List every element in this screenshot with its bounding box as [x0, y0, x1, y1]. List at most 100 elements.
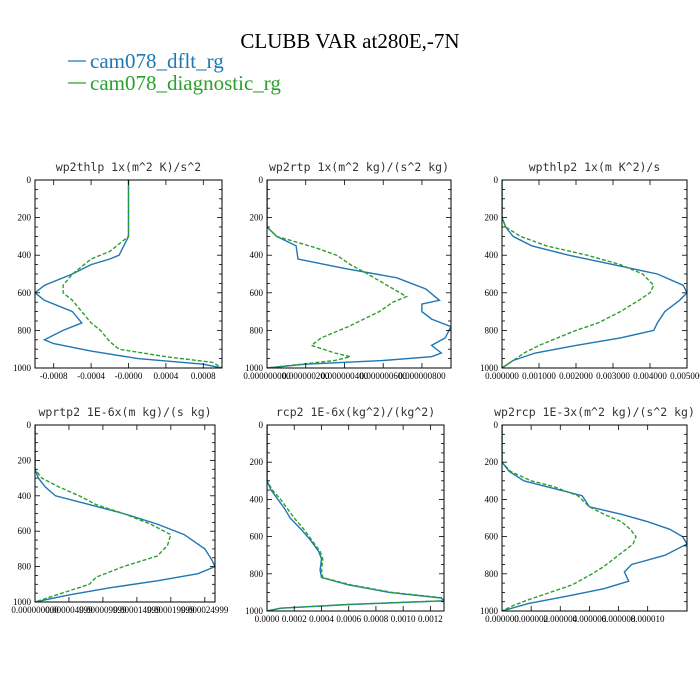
x-tick-label: 0.000009999	[79, 605, 127, 615]
y-tick-label: 1000	[245, 606, 264, 616]
y-tick-label: 200	[485, 457, 499, 467]
series-line-dflt	[502, 180, 687, 368]
y-tick-label: 0	[259, 175, 264, 185]
y-tick-label: 400	[485, 250, 499, 260]
y-tick-label: 400	[250, 494, 264, 504]
series-line-dflt	[267, 180, 451, 368]
x-tick-label: 0.000000600	[360, 371, 408, 381]
y-tick-label: 1000	[480, 363, 499, 373]
legend-label-diagnostic: cam078_diagnostic_rg	[90, 71, 281, 95]
series-line-diagnostic	[35, 425, 172, 602]
x-tick-label: 0.0004	[309, 614, 334, 624]
y-tick-label: 600	[250, 532, 264, 542]
x-tick-label: 0.005000	[670, 371, 700, 381]
y-tick-label: 0	[494, 175, 499, 185]
x-tick-label: 0.000000800	[398, 371, 446, 381]
x-tick-label: 0.000019999	[147, 605, 195, 615]
x-tick-label: -0.0008	[40, 371, 68, 381]
x-tick-label: 0.000002	[514, 614, 548, 624]
panel-title: wp2rtp 1x(m^2 kg)/(s^2 kg)	[269, 160, 449, 174]
plot-frame	[501, 424, 688, 612]
x-tick-label: 0.0010	[391, 614, 416, 624]
x-tick-label: 0.000010	[631, 614, 665, 624]
y-tick-label: 800	[250, 325, 264, 335]
series-line-dflt	[502, 425, 687, 611]
x-tick-label: 0.0012	[418, 614, 443, 624]
plot-frame	[266, 179, 452, 369]
panel-4: wprtp2 1E-6x(m kg)/(s kg) 0 200 400 600 800 10…	[11, 405, 229, 615]
legend-label-dflt: cam078_dflt_rg	[90, 49, 224, 73]
figure-title: CLUBB VAR at280E,-7N	[240, 29, 459, 53]
y-tick-label: 200	[18, 455, 32, 465]
series-line-diagnostic	[267, 425, 444, 611]
panel-1: wp2thlp 1x(m^2 K)/s^2 0 200 400 600 800 1000 -0…	[13, 160, 223, 381]
x-tick-label: 0.000000000	[11, 605, 59, 615]
panel-2: wp2rtp 1x(m^2 kg)/(s^2 kg) 0 200 400 600 800 1…	[243, 160, 452, 381]
y-tick-label: 200	[250, 213, 264, 223]
x-tick-label: 0.000000400	[321, 371, 369, 381]
y-tick-label: 800	[18, 562, 32, 572]
x-tick-label: 0.000000000	[243, 371, 291, 381]
y-tick-label: 1000	[13, 597, 32, 607]
y-tick-label: 400	[18, 250, 32, 260]
y-tick-label: 200	[250, 457, 264, 467]
legend: cam078_dflt_rg cam078_diagnostic_rg	[68, 49, 281, 95]
y-tick-label: 0	[259, 420, 264, 430]
series-line-dflt	[267, 425, 444, 611]
x-tick-label: 0.0004	[154, 371, 179, 381]
y-tick-label: 1000	[245, 363, 264, 373]
series-line-diagnostic	[267, 180, 409, 368]
y-tick-label: 800	[18, 325, 32, 335]
panel-title: rcp2 1E-6x(kg^2)/(kg^2)	[276, 405, 435, 419]
x-tick-label: -0.0004	[77, 371, 105, 381]
series-line-diagnostic	[502, 425, 637, 611]
panel-title: wp2rcp 1E-3x(m^2 kg)/(s^2 kg)	[494, 405, 695, 419]
y-tick-label: 400	[250, 250, 264, 260]
y-tick-label: 800	[485, 569, 499, 579]
y-tick-label: 600	[485, 288, 499, 298]
panel-grid: wp2thlp 1x(m^2 K)/s^2 0 200 400 600 800 1000 -0…	[11, 160, 700, 624]
x-tick-label: 0.003000	[596, 371, 630, 381]
x-tick-label: 0.0002	[282, 614, 307, 624]
panel-3: wpthlp2 1x(m K^2)/s020040060080010000.00…	[480, 160, 700, 381]
x-tick-label: 0.001000	[522, 371, 556, 381]
x-tick-label: 0.0000	[255, 614, 280, 624]
x-tick-label: 0.000000	[485, 614, 519, 624]
y-tick-label: 600	[18, 288, 32, 298]
plot-frame	[266, 424, 445, 612]
y-tick-label: 800	[485, 325, 499, 335]
panel-5: rcp2 1E-6x(kg^2)/(kg^2) 0 200 400 600 800 1000…	[245, 405, 445, 624]
panel-title: wp2thlp 1x(m^2 K)/s^2	[56, 160, 201, 174]
y-tick-label: 0	[494, 420, 499, 430]
x-tick-label: 0.000004	[543, 614, 577, 624]
x-tick-label: 0.000000200	[282, 371, 330, 381]
x-tick-label: -0.0000	[115, 371, 143, 381]
y-tick-label: 600	[18, 526, 32, 536]
y-tick-label: 1000	[13, 363, 32, 373]
y-tick-label: 400	[18, 491, 32, 501]
y-tick-label: 200	[18, 213, 32, 223]
x-tick-label: 0.002000	[559, 371, 593, 381]
x-tick-label: 0.0006	[336, 614, 361, 624]
x-tick-label: 0.000000	[485, 371, 519, 381]
plot-frame	[501, 179, 688, 369]
series-line-dflt	[35, 180, 222, 368]
y-tick-label: 800	[250, 569, 264, 579]
x-tick-label: 0.0008	[191, 371, 216, 381]
series-line-dflt	[35, 425, 215, 602]
panel-title: wprtp2 1E-6x(m kg)/(s kg)	[38, 405, 211, 419]
y-tick-label: 1000	[480, 606, 499, 616]
x-tick-label: 0.000008	[602, 614, 636, 624]
x-tick-label: 0.000004999	[45, 605, 93, 615]
x-tick-label: 0.000024999	[181, 605, 229, 615]
y-tick-label: 400	[485, 494, 499, 504]
x-tick-label: 0.000014999	[113, 605, 161, 615]
y-tick-label: 600	[485, 532, 499, 542]
y-tick-label: 0	[27, 420, 32, 430]
series-line-diagnostic	[502, 180, 655, 368]
y-tick-label: 0	[27, 175, 32, 185]
panel-6: wp2rcp 1E-3x(m^2 kg)/(s^2 kg)0 200 400 600 8…	[480, 405, 695, 624]
series-line-diagnostic	[62, 180, 222, 368]
x-tick-label: 0.004000	[633, 371, 667, 381]
